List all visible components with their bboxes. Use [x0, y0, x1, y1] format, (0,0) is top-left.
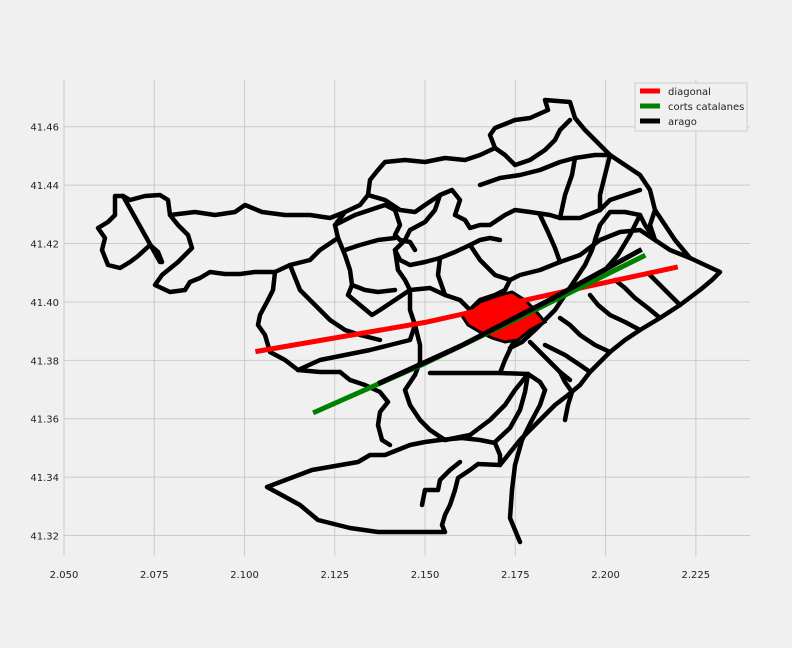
- legend-label: diagonal: [668, 87, 711, 98]
- inner-21: [349, 282, 398, 295]
- x-tick-label: 2.200: [591, 570, 620, 581]
- inner-16: [542, 342, 593, 375]
- inner-3: [477, 152, 613, 188]
- inner-7: [335, 235, 448, 318]
- inner-30: [419, 459, 463, 508]
- x-tick-label: 2.150: [411, 570, 440, 581]
- street-line-diagonal: [254, 264, 679, 355]
- y-tick-label: 41.32: [30, 532, 59, 543]
- inner-11: [537, 212, 563, 265]
- inner-34: [652, 207, 693, 261]
- inner-4: [492, 117, 573, 168]
- inner-10: [467, 242, 513, 283]
- x-tick-label: 2.050: [50, 570, 79, 581]
- north-outline: [255, 97, 658, 375]
- y-tick-label: 41.46: [30, 123, 59, 134]
- x-tick-label: 2.175: [501, 570, 530, 581]
- inner-27: [492, 371, 531, 445]
- inner-29: [442, 371, 531, 443]
- inner-2: [365, 187, 643, 231]
- y-tick-label: 41.42: [30, 240, 59, 251]
- west-outline: [95, 192, 278, 295]
- inner-8: [392, 247, 413, 293]
- inner-33: [602, 212, 643, 273]
- inner-24: [402, 322, 448, 443]
- inner-25: [427, 370, 548, 393]
- legend: diagonal corts catalanes arago: [634, 82, 748, 132]
- x-axis-ticks: 2.050 2.075 2.100 2.125 2.150 2.175 2.200 2.225: [50, 570, 710, 581]
- diag-boundary: [120, 193, 163, 265]
- y-tick-label: 41.40: [30, 298, 59, 309]
- west-outline-2: [167, 202, 348, 221]
- inner-14: [507, 222, 603, 351]
- inner-22: [295, 287, 418, 373]
- x-tick-label: 2.225: [682, 570, 711, 581]
- y-tick-label: 41.36: [30, 415, 59, 426]
- plot-area: [64, 80, 750, 556]
- y-tick-label: 41.34: [30, 473, 59, 484]
- inner-13: [597, 152, 613, 213]
- inner-12: [557, 155, 578, 221]
- legend-label: corts catalanes: [668, 102, 744, 113]
- inner-28: [507, 387, 548, 545]
- inner-6: [342, 235, 398, 253]
- district-boundaries: [95, 97, 723, 545]
- x-tick-label: 2.100: [230, 570, 259, 581]
- y-tick-label: 41.38: [30, 356, 59, 367]
- legend-entries: diagonal corts catalanes arago: [640, 87, 744, 128]
- inner-5: [392, 192, 503, 268]
- x-tick-label: 2.075: [140, 570, 169, 581]
- y-tick-label: 41.44: [30, 181, 59, 192]
- inner-23: [337, 369, 393, 448]
- inner-18: [587, 292, 643, 333]
- street-lines: [254, 247, 679, 416]
- city-outline: [264, 435, 503, 535]
- inner-20: [647, 272, 683, 308]
- x-tick-label: 2.125: [320, 570, 349, 581]
- inner-19: [612, 277, 663, 321]
- street-line-arago: [377, 247, 643, 386]
- inner-31: [557, 369, 575, 423]
- y-axis-ticks: 41.32 41.34 41.36 41.38 41.40 41.42 41.44 41.46: [30, 123, 59, 543]
- inner-17: [557, 315, 613, 355]
- legend-label: arago: [668, 117, 697, 128]
